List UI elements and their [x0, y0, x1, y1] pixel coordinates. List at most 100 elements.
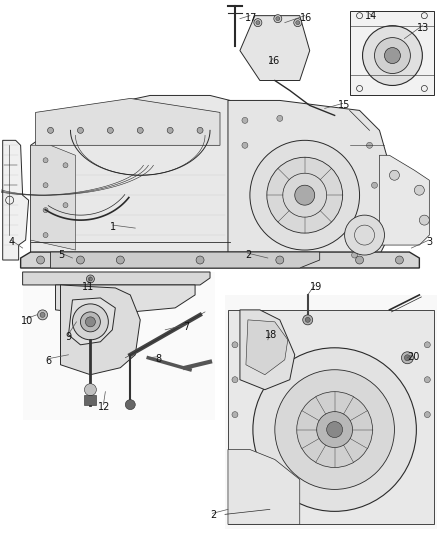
Polygon shape — [3, 140, 28, 260]
Circle shape — [276, 17, 280, 21]
Circle shape — [424, 342, 430, 348]
Polygon shape — [31, 95, 230, 260]
Circle shape — [117, 256, 124, 264]
Circle shape — [48, 127, 53, 133]
Polygon shape — [50, 252, 320, 268]
Text: 9: 9 — [66, 332, 72, 342]
Circle shape — [40, 312, 45, 317]
Polygon shape — [56, 285, 195, 315]
Circle shape — [396, 256, 403, 264]
Circle shape — [232, 377, 238, 383]
Circle shape — [81, 312, 100, 332]
Circle shape — [72, 304, 108, 340]
Circle shape — [85, 317, 95, 327]
Circle shape — [250, 140, 360, 250]
Text: 2: 2 — [210, 511, 216, 520]
Circle shape — [327, 422, 343, 438]
Circle shape — [277, 116, 283, 122]
Circle shape — [363, 26, 422, 85]
Circle shape — [296, 21, 300, 25]
Circle shape — [38, 310, 48, 320]
Circle shape — [197, 127, 203, 133]
Polygon shape — [379, 155, 429, 245]
Circle shape — [305, 317, 310, 322]
Text: 14: 14 — [364, 11, 377, 21]
Circle shape — [424, 411, 430, 417]
Circle shape — [256, 21, 260, 25]
Circle shape — [107, 127, 113, 133]
Circle shape — [275, 370, 395, 489]
Circle shape — [253, 348, 417, 511]
Text: 3: 3 — [426, 237, 432, 247]
Circle shape — [274, 15, 282, 22]
Circle shape — [43, 183, 48, 188]
Circle shape — [63, 203, 68, 208]
Circle shape — [86, 275, 95, 283]
Circle shape — [389, 170, 399, 180]
Circle shape — [63, 163, 68, 168]
Polygon shape — [246, 320, 288, 375]
Circle shape — [367, 142, 372, 148]
Circle shape — [276, 256, 284, 264]
Polygon shape — [60, 285, 140, 375]
Text: 15: 15 — [338, 100, 350, 110]
Circle shape — [414, 185, 424, 195]
Polygon shape — [228, 310, 434, 524]
Polygon shape — [68, 298, 115, 345]
Polygon shape — [21, 252, 419, 268]
Circle shape — [77, 256, 85, 264]
Text: 1: 1 — [110, 222, 117, 232]
Polygon shape — [350, 11, 434, 95]
Circle shape — [242, 117, 248, 123]
Circle shape — [294, 19, 302, 27]
Text: 4: 4 — [9, 237, 15, 247]
Circle shape — [43, 158, 48, 163]
Text: 5: 5 — [59, 250, 65, 260]
Polygon shape — [225, 295, 437, 529]
Polygon shape — [31, 146, 75, 250]
Circle shape — [37, 256, 45, 264]
Circle shape — [43, 232, 48, 238]
Circle shape — [232, 411, 238, 417]
Polygon shape — [23, 272, 210, 285]
Polygon shape — [228, 100, 389, 265]
Text: 8: 8 — [155, 354, 161, 364]
Circle shape — [43, 208, 48, 213]
Polygon shape — [240, 15, 310, 80]
Text: 16: 16 — [300, 13, 312, 23]
Polygon shape — [23, 272, 215, 419]
Text: 17: 17 — [245, 13, 257, 23]
Circle shape — [267, 157, 343, 233]
Polygon shape — [228, 449, 300, 524]
Text: 16: 16 — [268, 55, 280, 66]
Circle shape — [125, 400, 135, 410]
Circle shape — [385, 47, 400, 63]
Text: 20: 20 — [407, 352, 420, 362]
Polygon shape — [85, 394, 96, 405]
Circle shape — [85, 384, 96, 395]
Circle shape — [303, 315, 313, 325]
Text: 13: 13 — [417, 22, 430, 33]
Text: 19: 19 — [310, 282, 322, 292]
Circle shape — [88, 277, 92, 281]
Text: 12: 12 — [99, 402, 111, 411]
Circle shape — [352, 252, 357, 258]
Circle shape — [345, 215, 385, 255]
Circle shape — [371, 182, 378, 188]
Text: 10: 10 — [21, 316, 33, 326]
Circle shape — [78, 127, 83, 133]
Circle shape — [295, 185, 314, 205]
Polygon shape — [240, 310, 295, 390]
Circle shape — [356, 256, 364, 264]
Text: 18: 18 — [265, 330, 277, 340]
Circle shape — [242, 142, 248, 148]
Polygon shape — [35, 99, 220, 146]
Circle shape — [371, 222, 378, 228]
Circle shape — [404, 355, 410, 361]
Text: 7: 7 — [183, 322, 189, 332]
Circle shape — [297, 392, 372, 467]
Circle shape — [317, 411, 353, 448]
Circle shape — [254, 19, 262, 27]
Circle shape — [401, 352, 413, 364]
Circle shape — [419, 215, 429, 225]
